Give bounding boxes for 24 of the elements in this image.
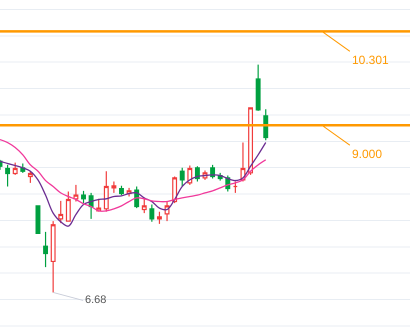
candlestick <box>187 164 192 186</box>
candlestick <box>12 162 18 176</box>
candlestick <box>248 107 254 176</box>
candlestick <box>156 211 162 224</box>
text: 6.68 <box>85 294 106 306</box>
candlestick <box>58 200 64 224</box>
candlestick <box>104 170 109 212</box>
candlestick <box>256 64 261 112</box>
candlestick <box>73 184 78 202</box>
candlestick <box>66 190 71 222</box>
candlestick <box>232 180 238 194</box>
candlestick <box>149 204 154 222</box>
candlestick <box>81 190 86 204</box>
candlestick <box>50 220 56 294</box>
candlestick <box>43 231 48 268</box>
candlestick <box>5 164 10 188</box>
candlestick <box>119 185 124 196</box>
candlestick <box>28 170 33 184</box>
text: 9.000 <box>352 147 382 161</box>
candlestick <box>180 167 185 188</box>
candlestick <box>111 180 116 194</box>
text: 10.301 <box>352 53 390 67</box>
candlestick <box>36 205 40 234</box>
candlestick <box>142 197 147 214</box>
